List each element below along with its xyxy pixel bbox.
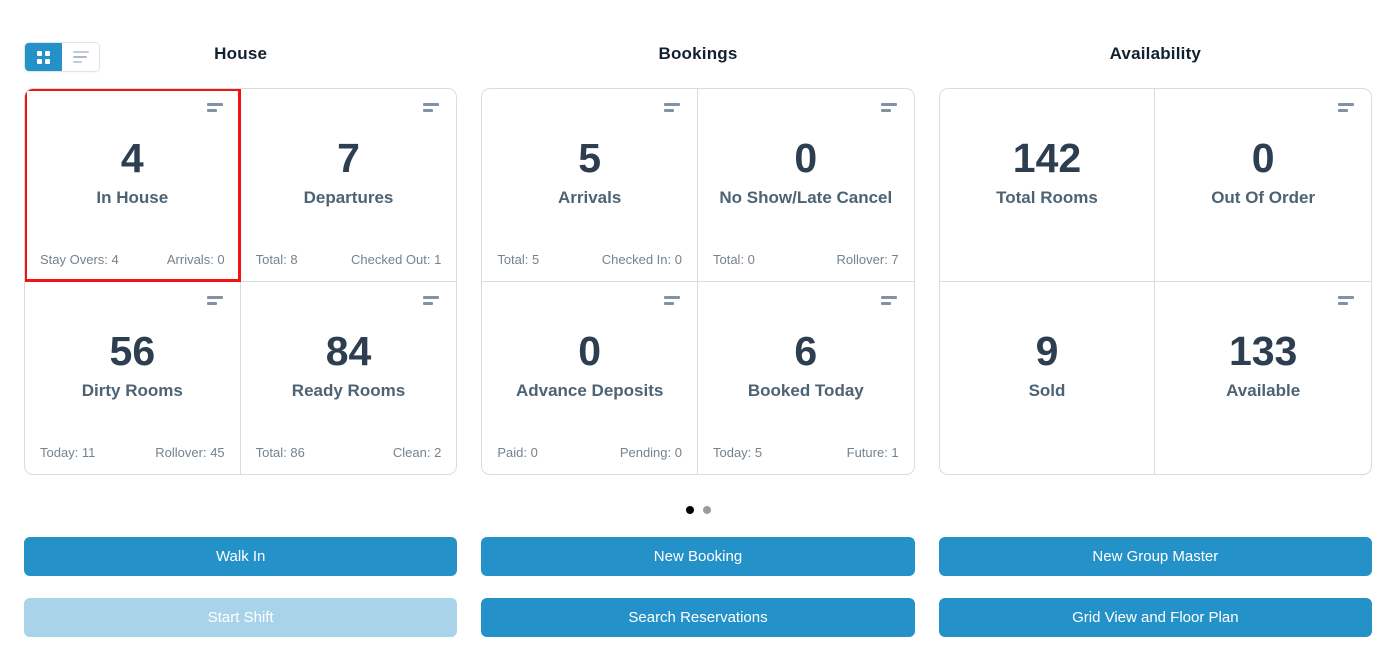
house-card-group: 4 In House Stay Overs: 4 Arrivals: 0 7 D… [24, 88, 458, 475]
card-dirty-rooms[interactable]: 56 Dirty Rooms Today: 11 Rollover: 45 [25, 281, 241, 474]
section-titles-row: House Bookings Availability [0, 44, 1397, 64]
card-booked-today[interactable]: 6 Booked Today Today: 5 Future: 1 [698, 282, 914, 475]
card-available[interactable]: 133 Available [1155, 282, 1371, 475]
grid-view-toggle-button[interactable] [25, 43, 62, 71]
view-toggle [24, 42, 100, 72]
card-stat-left: Total: 5 [497, 251, 540, 267]
card-stat-right: Clean: 2 [392, 445, 442, 460]
card-label: Advance Deposits [515, 380, 664, 400]
new-group-master-button[interactable]: New Group Master [938, 537, 1372, 576]
section-title-bookings: Bookings [658, 44, 738, 63]
card-label: Out Of Order [1211, 187, 1316, 207]
card-label: Ready Rooms [291, 380, 406, 400]
section-title-house: House [214, 44, 268, 63]
card-stat-right: Checked Out: 1 [351, 251, 442, 267]
card-label: No Show/Late Cancel [719, 187, 893, 207]
card-out-of-order[interactable]: 0 Out Of Order [1155, 89, 1371, 282]
card-value: 6 [794, 327, 818, 374]
card-stat-left: Today: 11 [40, 445, 96, 460]
card-stats: Total: 5 Checked In: 0 [497, 252, 682, 267]
card-label: Departures [303, 187, 394, 207]
card-label: Booked Today [747, 380, 864, 400]
card-stat-left: Paid: 0 [497, 445, 538, 460]
card-stats: Today: 11 Rollover: 45 [40, 445, 225, 460]
card-label: Sold [1028, 380, 1066, 400]
card-label: Arrivals [557, 187, 622, 207]
card-value: 0 [1251, 134, 1275, 181]
card-stats: Today: 5 Future: 1 [713, 445, 899, 460]
card-arrivals[interactable]: 5 Arrivals Total: 5 Checked In: 0 [482, 89, 698, 282]
card-advance-deposits[interactable]: 0 Advance Deposits Paid: 0 Pending: 0 [482, 281, 698, 474]
card-label: Available [1226, 380, 1301, 400]
card-total-rooms[interactable]: 142 Total Rooms [939, 89, 1156, 282]
card-value: 133 [1228, 327, 1298, 374]
card-ready-rooms[interactable]: 84 Ready Rooms Total: 86 Clean: 2 [241, 282, 457, 475]
card-value: 84 [325, 327, 372, 374]
walk-in-button[interactable]: Walk In [24, 537, 458, 576]
card-menu-icon[interactable] [663, 103, 680, 112]
card-stats: Paid: 0 Pending: 0 [497, 445, 682, 460]
card-menu-icon[interactable] [206, 103, 223, 112]
card-stat-left: Total: 86 [255, 445, 305, 460]
action-buttons-row-1: Walk In New Booking New Group Master [0, 537, 1397, 576]
card-value: 0 [578, 327, 602, 374]
pagination-dot-2[interactable] [703, 506, 711, 514]
card-menu-icon[interactable] [423, 295, 440, 305]
card-label: Total Rooms [996, 187, 1098, 207]
availability-card-group: 142 Total Rooms 0 Out Of Order 9 Sold 13… [938, 88, 1372, 475]
start-shift-button[interactable]: Start Shift [24, 598, 458, 637]
card-stat-left: Today: 5 [712, 445, 763, 460]
card-stat-right: Future: 1 [846, 445, 899, 460]
card-menu-icon[interactable] [880, 103, 897, 112]
stat-cards-row: 4 In House Stay Overs: 4 Arrivals: 0 7 D… [0, 88, 1397, 475]
carousel-pagination [0, 506, 1397, 514]
pagination-dot-1[interactable] [686, 506, 694, 514]
card-menu-icon[interactable] [1338, 103, 1354, 112]
card-value: 5 [578, 134, 602, 181]
card-departures[interactable]: 7 Departures Total: 8 Checked Out: 1 [240, 89, 457, 282]
card-stat-left: Stay Overs: 4 [40, 251, 119, 267]
card-menu-icon[interactable] [423, 103, 440, 112]
card-value: 7 [337, 134, 360, 181]
card-value: 56 [109, 327, 156, 374]
grid-view-icon [37, 50, 50, 64]
card-stat-right: Arrivals: 0 [166, 251, 225, 267]
card-value: 9 [1035, 327, 1059, 374]
card-stat-right: Rollover: 45 [155, 445, 225, 460]
card-menu-icon[interactable] [880, 295, 897, 305]
action-buttons-row-2: Start Shift Search Reservations Grid Vie… [0, 598, 1397, 637]
card-menu-icon[interactable] [206, 295, 223, 305]
card-in-house[interactable]: 4 In House Stay Overs: 4 Arrivals: 0 [25, 89, 241, 282]
card-stats: Total: 86 Clean: 2 [256, 445, 442, 460]
card-value: 4 [120, 134, 144, 181]
card-label: Dirty Rooms [81, 380, 183, 400]
card-value: 142 [1012, 134, 1082, 181]
card-menu-icon[interactable] [663, 295, 680, 305]
card-stat-left: Total: 8 [255, 251, 298, 267]
card-stat-left: Total: 0 [712, 251, 755, 267]
card-value: 0 [794, 134, 818, 181]
card-stats: Stay Overs: 4 Arrivals: 0 [40, 252, 225, 267]
card-stat-right: Checked In: 0 [601, 251, 682, 267]
card-sold[interactable]: 9 Sold [940, 281, 1156, 474]
card-stat-right: Rollover: 7 [836, 251, 899, 267]
card-stats: Total: 0 Rollover: 7 [713, 252, 899, 267]
search-reservations-button[interactable]: Search Reservations [481, 598, 915, 637]
section-title-availability: Availability [1109, 44, 1202, 63]
bookings-card-group: 5 Arrivals Total: 5 Checked In: 0 0 No S… [481, 88, 915, 475]
card-stats: Total: 8 Checked Out: 1 [256, 252, 442, 267]
card-menu-icon[interactable] [1338, 295, 1354, 305]
card-stat-right: Pending: 0 [619, 445, 682, 460]
card-no-show-late-cancel[interactable]: 0 No Show/Late Cancel Total: 0 Rollover:… [697, 89, 914, 282]
list-view-icon [72, 51, 89, 63]
card-label: In House [96, 187, 169, 207]
new-booking-button[interactable]: New Booking [481, 537, 915, 576]
grid-view-floor-plan-button[interactable]: Grid View and Floor Plan [938, 598, 1372, 637]
list-view-toggle-button[interactable] [62, 43, 99, 71]
